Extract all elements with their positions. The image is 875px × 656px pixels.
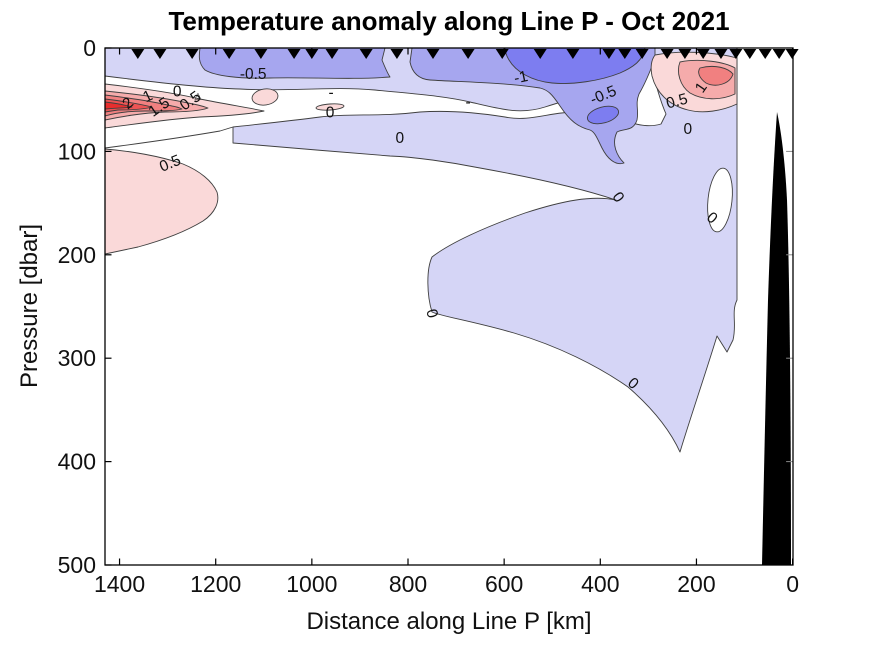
station-triangle-icon [602, 49, 616, 59]
contour-label: 0.5 [157, 152, 183, 176]
contour-label: 0 [683, 121, 692, 138]
station-triangle-icon [729, 49, 743, 59]
contour-label: -1 [512, 68, 529, 87]
station-triangle-icon [714, 49, 728, 59]
station-triangle-icon [772, 49, 786, 59]
station-triangle-icon [743, 49, 757, 59]
station-triangle-icon [785, 49, 799, 59]
station-triangle-icon [222, 49, 236, 59]
y-tick-label: 200 [58, 242, 96, 268]
y-tick-label: 500 [58, 552, 96, 578]
contour-label: - [466, 94, 471, 111]
region-warm-15-to-2-hotspot [105, 98, 153, 113]
x-tick-label: 200 [677, 571, 715, 597]
y-tick-label: 400 [58, 449, 96, 475]
plot-box [104, 47, 794, 566]
station-triangle-icon [758, 49, 772, 59]
station-triangle-icon [153, 49, 167, 59]
station-triangle-icon [359, 49, 373, 59]
contour-label: -0.5 [240, 66, 267, 83]
contour-label: 0 [173, 84, 182, 101]
station-triangle-icon [390, 49, 404, 59]
region-zero-white-band [105, 59, 667, 149]
x-axis-label: Distance along Line P [km] [306, 608, 592, 635]
station-triangle-icon [254, 49, 268, 59]
region-cool-0-to-m05 [105, 48, 738, 453]
station-triangle-icon [635, 49, 649, 59]
tick-labels: 1400 1200 1000 800 600 400 200 0 0 100 200 300 400 50… [58, 35, 799, 597]
x-tick-label: 800 [389, 571, 427, 597]
land-mask [762, 112, 791, 565]
region-warm-patch-nearshore-core [698, 65, 734, 86]
region-warm-above-2-core [105, 101, 133, 110]
station-triangle-icon [678, 49, 692, 59]
contour-label: 0.5 [664, 91, 689, 113]
contour-label: △ [194, 91, 201, 101]
region-cool-oval-island [586, 105, 620, 125]
station-triangle-icon [660, 49, 674, 59]
station-triangle-icon [696, 49, 710, 59]
station-triangle-icon [185, 49, 199, 59]
x-tick-label: 1000 [286, 571, 337, 597]
x-tick-label: 600 [485, 571, 523, 597]
plot-title: Temperature anomaly along Line P - Oct 2… [168, 6, 730, 36]
station-triangle-icon [305, 49, 319, 59]
y-tick-label: 300 [58, 345, 96, 371]
y-axis-label: Pressure [dbar] [16, 223, 43, 389]
region-warm-blob-offshore [105, 148, 219, 255]
station-triangle-icon [533, 49, 547, 59]
contour-label: 0 [396, 130, 405, 147]
region-warm-sliver [315, 103, 345, 111]
x-tick-label: 1200 [190, 571, 241, 597]
station-triangle-icon [287, 49, 301, 59]
station-triangle-icon [461, 49, 475, 59]
contour-label: 0 [326, 104, 335, 121]
station-markers [131, 49, 799, 59]
contour-label: - [328, 85, 333, 102]
x-tick-label: 400 [581, 571, 619, 597]
x-tick-label: 1400 [94, 571, 145, 597]
station-triangle-icon [618, 49, 632, 59]
region-cool-m1-to-m05-west [198, 48, 391, 79]
region-warm-island-small [251, 88, 279, 106]
y-tick-label: 100 [58, 138, 96, 164]
y-tick-label: 0 [83, 35, 96, 61]
x-tick-label: 0 [786, 571, 799, 597]
station-triangle-icon [495, 49, 509, 59]
station-triangle-icon [566, 49, 580, 59]
station-triangle-icon [426, 49, 440, 59]
region-zero-white-island [707, 167, 733, 233]
station-triangle-icon [325, 49, 339, 59]
station-triangle-icon [131, 49, 145, 59]
